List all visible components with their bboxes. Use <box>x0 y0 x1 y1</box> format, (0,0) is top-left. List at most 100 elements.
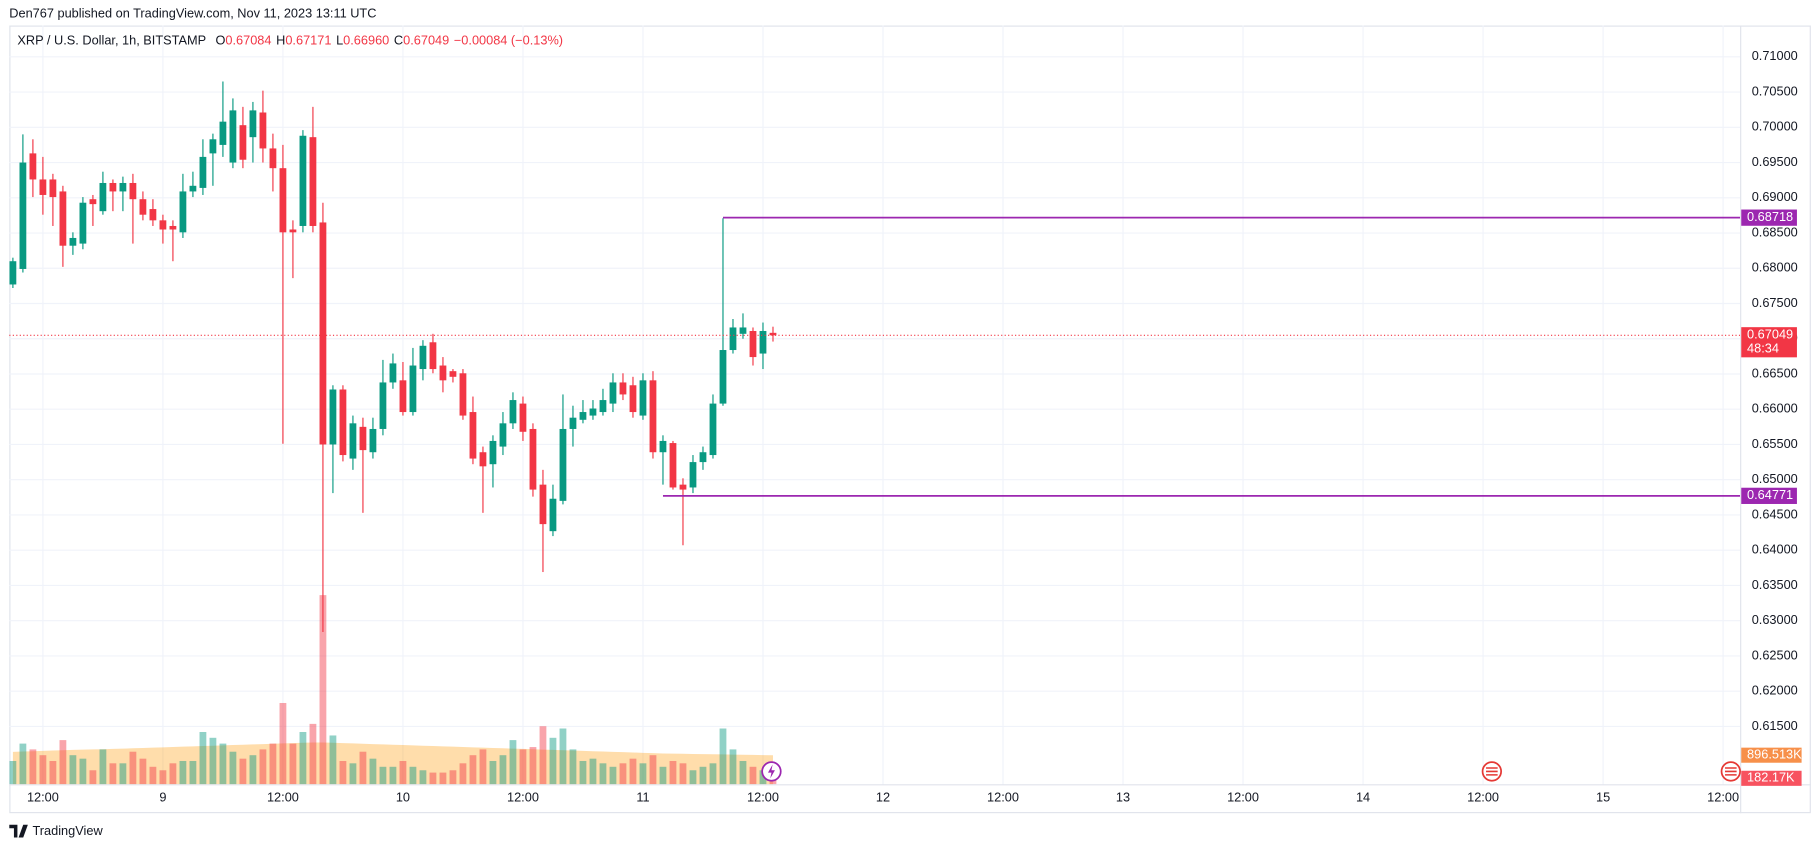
candle-body <box>479 452 487 467</box>
countdown: 48:34 <box>1747 341 1779 356</box>
volume-bar <box>439 772 447 785</box>
candle-body <box>219 121 227 145</box>
candle-body <box>549 498 557 532</box>
candle-body <box>719 350 727 404</box>
volume-bar <box>79 758 87 785</box>
candle-body <box>709 403 717 456</box>
symbol: XRP / U.S. Dollar, 1h, BITSTAMP <box>17 33 206 48</box>
candle-body <box>69 237 77 246</box>
brand-logo <box>9 824 28 838</box>
volume-bar <box>109 763 117 785</box>
candle-body <box>289 229 297 233</box>
candle-body <box>669 443 677 488</box>
volume-bar <box>389 766 397 785</box>
x-tick-label: 12:00 <box>1707 789 1739 804</box>
x-tick-label: 12 <box>876 789 890 804</box>
candle-body <box>309 137 317 226</box>
candle-body <box>49 179 57 198</box>
volume-bar <box>159 770 167 785</box>
candle-body <box>759 330 767 354</box>
ohlc-key: H <box>276 33 285 48</box>
y-tick-label: 0.67500 <box>1752 295 1798 310</box>
volume-bar <box>749 766 757 785</box>
volume-bar <box>219 743 227 785</box>
volume-bar <box>289 743 297 785</box>
y-tick-label: 0.65500 <box>1752 436 1798 451</box>
candle-body <box>359 426 367 451</box>
candle-body <box>659 440 667 453</box>
candle-body <box>519 403 527 432</box>
x-tick-label: 12:00 <box>267 789 299 804</box>
ohlc-key: L <box>336 33 343 48</box>
volume-bar <box>659 766 667 785</box>
candle-body <box>239 125 247 160</box>
volume-ma-area <box>12 742 773 785</box>
candle-body <box>429 342 437 370</box>
volume-bar <box>639 763 647 785</box>
volume-bar <box>349 763 357 785</box>
volume-bar <box>569 749 577 785</box>
event-flag-icon <box>1720 761 1741 782</box>
x-tick-label: 10 <box>396 789 410 804</box>
chart-frame <box>9 25 1811 814</box>
volume-bar <box>509 740 517 785</box>
volume-bar <box>449 770 457 785</box>
candle-body <box>419 345 427 370</box>
volume-bar <box>199 731 207 785</box>
volume-bar <box>689 770 697 785</box>
volume-bar <box>319 595 327 785</box>
level-label-box <box>1741 209 1797 226</box>
level-label: 0.64771 <box>1747 487 1793 502</box>
candle-body <box>539 484 547 525</box>
y-tick-label: 0.66500 <box>1752 365 1798 380</box>
y-tick-label: 0.68500 <box>1752 224 1798 239</box>
volume-bar <box>29 749 37 785</box>
volume-bar <box>279 702 287 785</box>
y-tick-label: 0.71000 <box>1752 48 1798 63</box>
ohlc-key: O <box>215 33 225 48</box>
volume-bar <box>249 755 257 785</box>
y-tick-label: 0.62500 <box>1752 647 1798 662</box>
volume-bar <box>99 749 107 785</box>
volume-bar <box>429 772 437 785</box>
x-tick-label: 13 <box>1116 789 1130 804</box>
volume-bar <box>579 760 587 785</box>
brand-name: TradingView <box>32 823 103 838</box>
candle-body <box>769 332 777 336</box>
candle-body <box>489 440 497 465</box>
grid-layer <box>9 25 1741 785</box>
volume-bar <box>699 766 707 785</box>
volume-bar <box>129 751 137 785</box>
volume-bar <box>359 751 367 785</box>
volume-bar <box>649 755 657 785</box>
candle-body <box>629 385 637 413</box>
y-tick-label: 0.68000 <box>1752 260 1798 275</box>
candle-body <box>379 382 387 429</box>
candle-body <box>649 380 657 453</box>
candle-body <box>169 225 177 230</box>
candle-body <box>349 423 357 459</box>
x-tick-label: 12:00 <box>27 789 59 804</box>
published-note: Den767 published on TradingView.com, Nov… <box>9 5 376 20</box>
candle-body <box>59 191 67 246</box>
volume-bar <box>599 763 607 785</box>
current-price-box <box>1741 327 1797 358</box>
candle-body <box>729 327 737 351</box>
ohlc-value: 0.67084 <box>225 33 271 48</box>
candle-body <box>699 452 707 463</box>
candle-body <box>129 182 137 200</box>
y-tick-label: 0.64000 <box>1752 542 1798 557</box>
volume-bar <box>589 758 597 785</box>
volume-bar <box>739 760 747 785</box>
candle-body <box>589 408 597 416</box>
change: −0.00084 (−0.13%) <box>454 33 563 48</box>
x-tick-label: 12:00 <box>987 789 1019 804</box>
candle-body <box>29 153 37 180</box>
candle-body <box>9 261 17 285</box>
volume-bar <box>539 726 547 785</box>
volume-bar <box>119 763 127 785</box>
volume-bar <box>709 763 717 785</box>
ohlc-value: 0.67049 <box>403 33 449 48</box>
candle-body <box>279 168 287 233</box>
